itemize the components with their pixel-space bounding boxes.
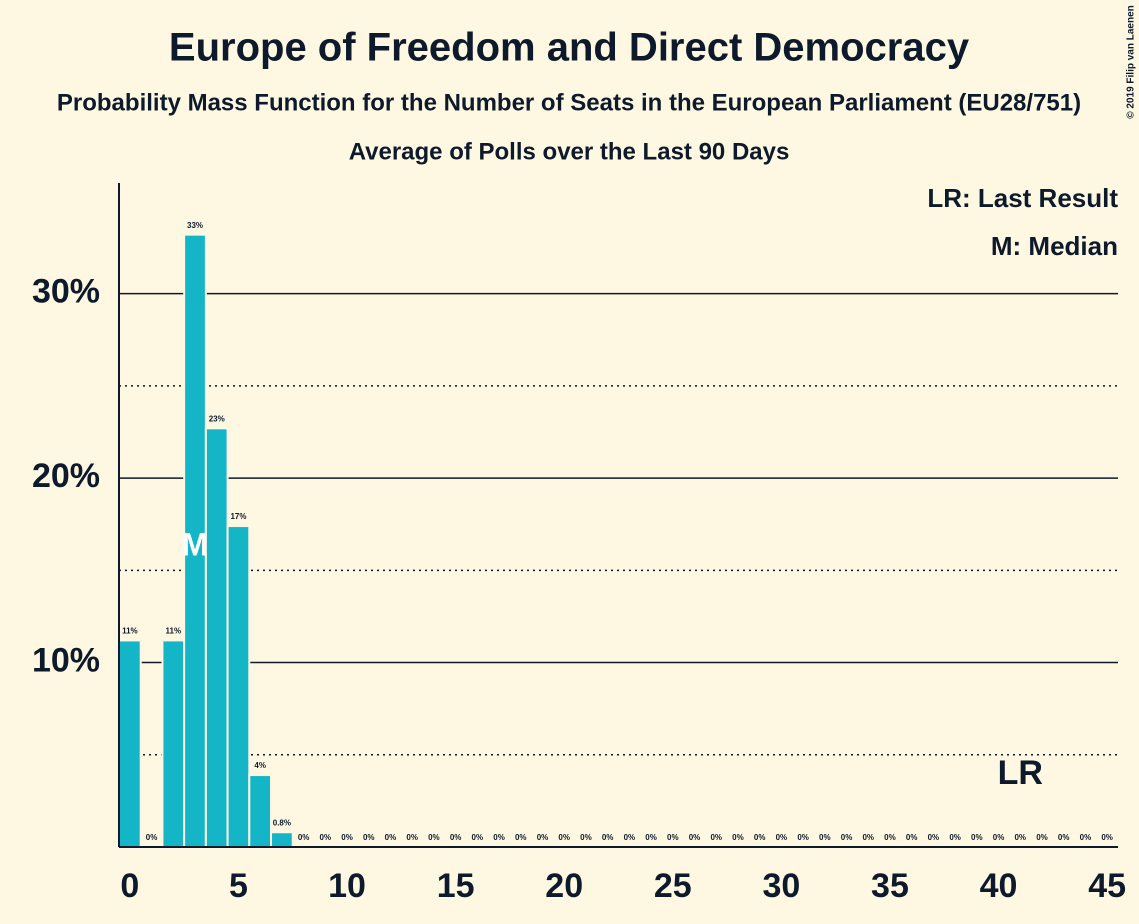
x-tick-label: 0 xyxy=(120,867,139,905)
value-label: 0% xyxy=(971,833,983,842)
median-marker: M xyxy=(182,526,209,562)
y-tick-label: 20% xyxy=(32,457,100,495)
value-label: 0% xyxy=(298,833,310,842)
value-label: 33% xyxy=(187,221,203,230)
chart-title: Europe of Freedom and Direct Democracy xyxy=(169,26,970,70)
x-tick-label: 40 xyxy=(980,867,1018,905)
value-label: 0% xyxy=(580,833,592,842)
value-label: 0% xyxy=(624,833,636,842)
x-tick-label: 35 xyxy=(871,867,909,905)
x-tick-label: 30 xyxy=(762,867,800,905)
value-label: 0% xyxy=(602,833,614,842)
value-label: 0% xyxy=(928,833,940,842)
value-label: 0% xyxy=(1058,833,1070,842)
value-label: 0% xyxy=(776,833,788,842)
y-tick-label: 30% xyxy=(32,273,100,311)
value-label: 0% xyxy=(1080,833,1092,842)
value-label: 0% xyxy=(993,833,1005,842)
bar xyxy=(270,831,294,849)
value-label: 0% xyxy=(537,833,549,842)
value-label: 0% xyxy=(710,833,722,842)
last-result-marker: LR xyxy=(998,754,1043,792)
legend-entry: LR: Last Result xyxy=(927,183,1118,213)
y-tick-label: 10% xyxy=(32,642,100,680)
chart-caption: Average of Polls over the Last 90 Days xyxy=(349,138,790,165)
value-label: 4% xyxy=(254,761,266,770)
x-tick-label: 15 xyxy=(437,867,475,905)
value-label: 0% xyxy=(754,833,766,842)
value-label: 0% xyxy=(341,833,353,842)
value-label: 0% xyxy=(732,833,744,842)
value-label: 0% xyxy=(862,833,874,842)
value-label: 0% xyxy=(689,833,701,842)
value-label: 0% xyxy=(667,833,679,842)
value-label: 0% xyxy=(450,833,462,842)
value-label: 0% xyxy=(493,833,505,842)
value-label: 0% xyxy=(1014,833,1026,842)
bar xyxy=(161,639,186,849)
value-label: 0% xyxy=(1036,833,1048,842)
x-tick-label: 10 xyxy=(328,867,366,905)
value-label: 0.8% xyxy=(273,818,291,827)
value-label: 0% xyxy=(363,833,375,842)
bar xyxy=(226,525,251,848)
value-label: 0% xyxy=(558,833,570,842)
chart-subtitle: Probability Mass Function for the Number… xyxy=(57,89,1081,116)
value-label: 0% xyxy=(819,833,831,842)
value-label: 0% xyxy=(320,833,332,842)
legend-entry: M: Median xyxy=(991,231,1118,261)
value-label: 17% xyxy=(230,512,246,521)
value-label: 0% xyxy=(797,833,809,842)
copyright: © 2019 Filip van Laenen xyxy=(1126,5,1137,119)
value-label: 23% xyxy=(209,414,225,423)
value-label: 0% xyxy=(406,833,418,842)
value-label: 0% xyxy=(949,833,961,842)
value-label: 0% xyxy=(906,833,918,842)
value-label: 0% xyxy=(884,833,896,842)
value-label: 11% xyxy=(122,627,138,636)
value-label: 11% xyxy=(166,627,182,636)
x-tick-label: 20 xyxy=(545,867,583,905)
x-tick-label: 25 xyxy=(654,867,692,905)
value-label: 0% xyxy=(515,833,527,842)
bar xyxy=(118,639,142,849)
x-tick-label: 5 xyxy=(229,867,248,905)
value-label: 0% xyxy=(146,833,158,842)
value-label: 0% xyxy=(428,833,440,842)
bar xyxy=(248,774,273,848)
value-label: 0% xyxy=(645,833,657,842)
value-label: 0% xyxy=(1101,833,1113,842)
x-tick-label: 45 xyxy=(1088,867,1126,905)
value-label: 0% xyxy=(841,833,853,842)
bar xyxy=(204,427,229,848)
value-label: 0% xyxy=(385,833,397,842)
value-label: 0% xyxy=(472,833,484,842)
